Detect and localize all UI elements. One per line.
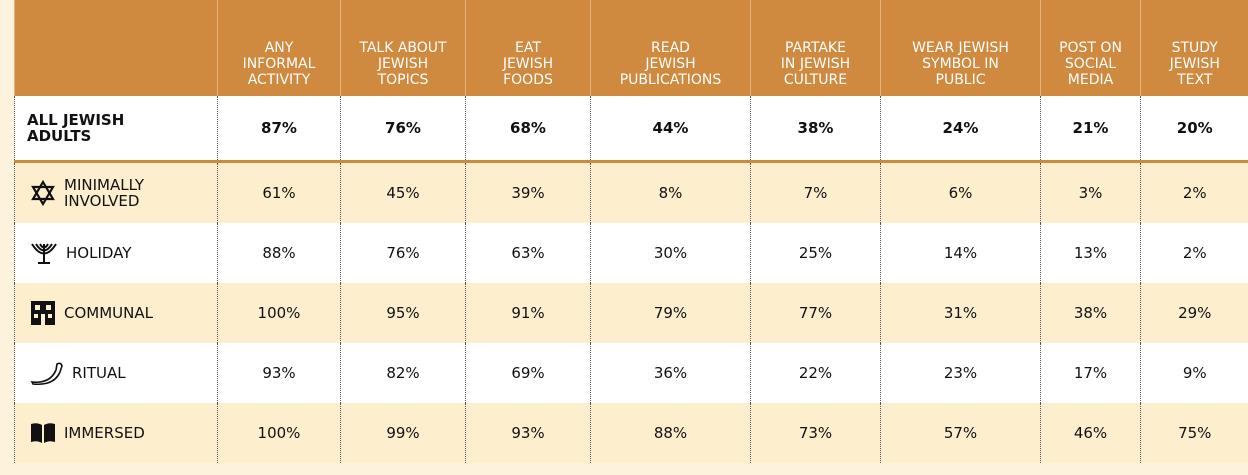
value-cell: 45%	[340, 161, 466, 223]
value-cell: 100%	[217, 403, 341, 463]
value-cell: 57%	[880, 403, 1041, 463]
value-cell: 31%	[880, 283, 1041, 343]
column-header: READ JEWISH PUBLICATIONS	[590, 0, 751, 96]
value-cell: 88%	[590, 403, 751, 463]
value-cell: 25%	[750, 223, 881, 283]
value-cell: 99%	[340, 403, 466, 463]
table-row: HOLIDAY 88% 76% 63% 30% 25% 14% 13% 2%	[14, 223, 1248, 283]
table-body: ALL JEWISH ADULTS 87% 76% 68% 44% 38% 24% 21% 20…	[14, 96, 1248, 463]
header-corner	[14, 0, 218, 96]
value-cell: 24%	[880, 96, 1041, 163]
row-label-cell: HOLIDAY	[14, 223, 218, 283]
value-cell: 7%	[750, 161, 881, 223]
row-label-cell: MINIMALLY INVOLVED	[14, 161, 218, 223]
row-label: ALL JEWISH ADULTS	[27, 111, 125, 145]
row-icon	[30, 362, 63, 386]
value-cell: 76%	[340, 96, 466, 163]
row-label-wrap: HOLIDAY	[16, 241, 216, 265]
column-header: EAT JEWISH FOODS	[465, 0, 591, 96]
value-cell: 2%	[1140, 223, 1248, 283]
table-row: COMMUNAL 100% 95% 91% 79% 77% 31% 38% 29%	[14, 283, 1248, 343]
table-wrap: ANY INFORMAL ACTIVITY TALK ABOUT JEWISH T…	[14, 0, 1248, 463]
value-cell: 30%	[590, 223, 751, 283]
column-header: WEAR JEWISH SYMBOL IN PUBLIC	[880, 0, 1041, 96]
table-row: IMMERSED 100% 99% 93% 88% 73% 57% 46% 75%	[14, 403, 1248, 463]
value-cell: 29%	[1140, 283, 1248, 343]
row-label: MINIMALLY INVOLVED	[64, 176, 145, 210]
value-cell: 23%	[880, 343, 1041, 403]
value-cell: 88%	[217, 223, 341, 283]
row-icon	[31, 243, 57, 264]
value-cell: 8%	[590, 161, 751, 223]
row-label-wrap: COMMUNAL	[16, 300, 216, 326]
value-cell: 3%	[1040, 161, 1141, 223]
column-header: POST ON SOCIAL MEDIA	[1040, 0, 1141, 96]
row-label: RITUAL	[72, 364, 126, 382]
value-cell: 87%	[217, 96, 341, 163]
row-icon	[31, 423, 55, 443]
column-header: ANY INFORMAL ACTIVITY	[217, 0, 341, 96]
value-cell: 63%	[465, 223, 591, 283]
value-cell: 21%	[1040, 96, 1141, 163]
value-cell: 36%	[590, 343, 751, 403]
row-label: COMMUNAL	[64, 304, 153, 322]
value-cell: 93%	[465, 403, 591, 463]
value-cell: 79%	[590, 283, 751, 343]
row-label-cell: RITUAL	[14, 343, 218, 403]
value-cell: 75%	[1140, 403, 1248, 463]
row-label-cell: ALL JEWISH ADULTS	[14, 96, 218, 163]
value-cell: 93%	[217, 343, 341, 403]
value-cell: 46%	[1040, 403, 1141, 463]
value-cell: 68%	[465, 96, 591, 163]
table-row: RITUAL 93% 82% 69% 36% 22% 23% 17% 9%	[14, 343, 1248, 403]
row-label-wrap: MINIMALLY INVOLVED	[16, 177, 216, 209]
value-cell: 82%	[340, 343, 466, 403]
column-header: STUDY JEWISH TEXT	[1140, 0, 1248, 96]
value-cell: 38%	[750, 96, 881, 163]
row-label: IMMERSED	[64, 424, 145, 442]
value-cell: 77%	[750, 283, 881, 343]
value-cell: 95%	[340, 283, 466, 343]
value-cell: 100%	[217, 283, 341, 343]
value-cell: 22%	[750, 343, 881, 403]
column-header: TALK ABOUT JEWISH TOPICS	[340, 0, 466, 96]
row-label-wrap: IMMERSED	[16, 422, 216, 444]
table-row: ALL JEWISH ADULTS 87% 76% 68% 44% 38% 24% 21% 20…	[14, 96, 1248, 163]
value-cell: 69%	[465, 343, 591, 403]
value-cell: 20%	[1140, 96, 1248, 163]
value-cell: 76%	[340, 223, 466, 283]
value-cell: 91%	[465, 283, 591, 343]
table-row: MINIMALLY INVOLVED 61% 45% 39% 8% 7% 6% 3% 2%	[14, 161, 1248, 223]
value-cell: 17%	[1040, 343, 1141, 403]
value-cell: 61%	[217, 161, 341, 223]
header-row: ANY INFORMAL ACTIVITY TALK ABOUT JEWISH T…	[14, 0, 1248, 96]
value-cell: 9%	[1140, 343, 1248, 403]
value-cell: 14%	[880, 223, 1041, 283]
row-label: HOLIDAY	[66, 244, 132, 262]
row-icon	[31, 301, 55, 325]
value-cell: 38%	[1040, 283, 1141, 343]
value-cell: 13%	[1040, 223, 1141, 283]
row-icon	[31, 180, 55, 206]
value-cell: 73%	[750, 403, 881, 463]
value-cell: 39%	[465, 161, 591, 223]
table: ANY INFORMAL ACTIVITY TALK ABOUT JEWISH T…	[14, 0, 1248, 463]
value-cell: 2%	[1140, 161, 1248, 223]
row-label-cell: COMMUNAL	[14, 283, 218, 343]
row-label-cell: IMMERSED	[14, 403, 218, 463]
value-cell: 44%	[590, 96, 751, 163]
value-cell: 6%	[880, 161, 1041, 223]
column-header: PARTAKE IN JEWISH CULTURE	[750, 0, 881, 96]
row-label-wrap: RITUAL	[16, 360, 216, 386]
